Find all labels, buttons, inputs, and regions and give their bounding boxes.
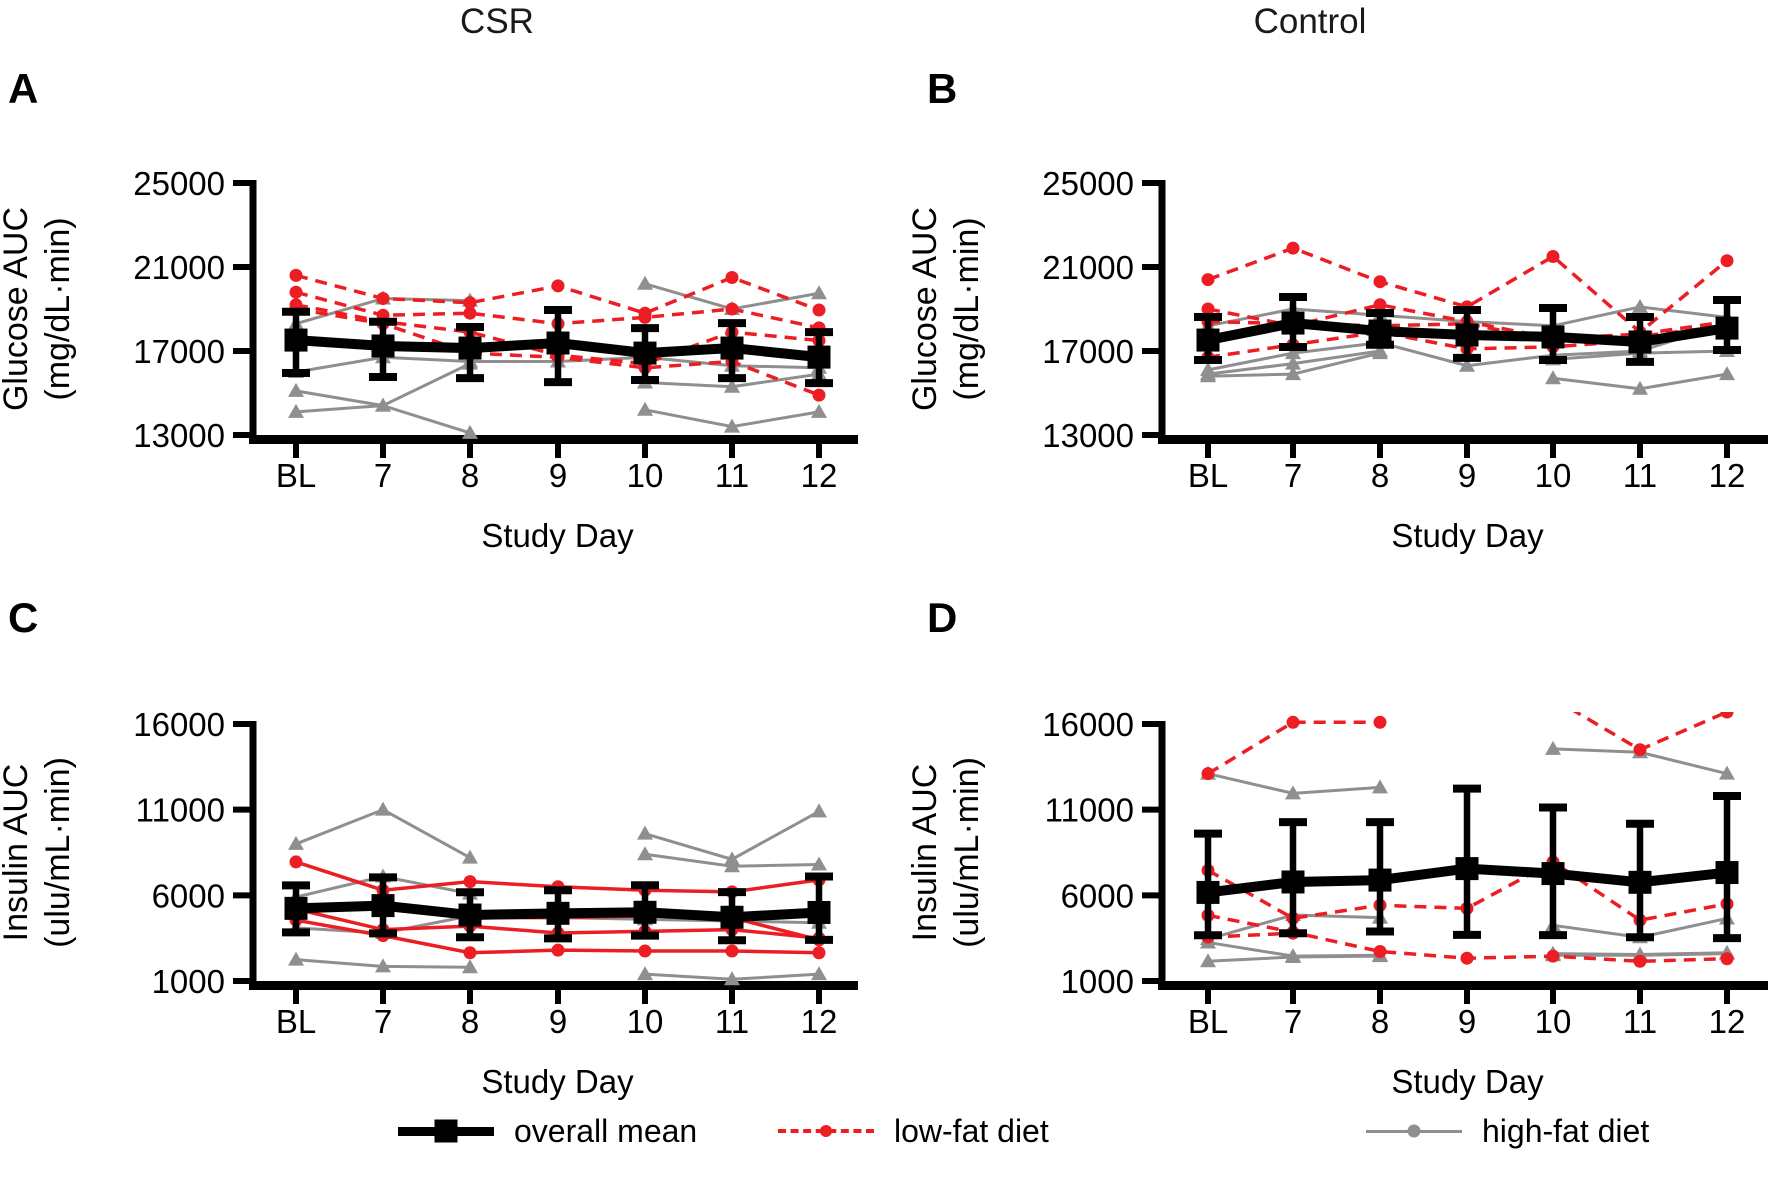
svg-text:6000: 6000 — [152, 877, 225, 914]
svg-text:16000: 16000 — [1042, 706, 1134, 743]
svg-text:(ulu/mL·min): (ulu/mL·min) — [39, 757, 77, 948]
svg-text:9: 9 — [1458, 1003, 1476, 1040]
svg-text:7: 7 — [1284, 1003, 1302, 1040]
svg-text:17000: 17000 — [133, 333, 225, 370]
svg-text:9: 9 — [549, 1003, 567, 1040]
overall-mean-swatch-icon — [398, 1108, 494, 1154]
svg-text:10: 10 — [1535, 457, 1572, 494]
svg-text:Study Day: Study Day — [1391, 517, 1544, 554]
panel-C: 1000 6000 11000 16000 BL 7 8 9 10 11 12 Study Day In… — [0, 594, 858, 1100]
svg-text:Study Day: Study Day — [481, 517, 634, 554]
overall-mean-series-C — [282, 872, 833, 945]
svg-text:11: 11 — [1623, 1003, 1657, 1040]
high-fat-diet-swatch-icon — [1366, 1108, 1462, 1154]
svg-text:(mg/dL·min): (mg/dL·min) — [39, 217, 77, 400]
svg-text:7: 7 — [374, 1003, 392, 1040]
svg-text:13000: 13000 — [1042, 417, 1134, 454]
svg-text:7: 7 — [1284, 457, 1302, 494]
overall-mean-series-B — [1194, 293, 1741, 366]
legend-label-low-fat-diet: low-fat diet — [894, 1112, 1049, 1149]
svg-text:8: 8 — [461, 1003, 479, 1040]
panel-B: 13000 17000 21000 25000 BL 7 8 9 10 11 12 Study Day… — [906, 65, 1768, 554]
axes-C: 1000 6000 11000 16000 BL 7 8 9 10 11 12 Study Day In… — [0, 706, 858, 1100]
svg-text:8: 8 — [461, 457, 479, 494]
svg-text:8: 8 — [1371, 1003, 1389, 1040]
low-fat-diet-swatch-icon — [778, 1108, 874, 1154]
svg-text:(ulu/mL·min): (ulu/mL·min) — [948, 757, 986, 948]
group-title-csr: CSR — [460, 2, 534, 41]
svg-text:7: 7 — [374, 457, 392, 494]
panel-D: 1000 6000 11000 16000 BL 7 8 9 10 11 12 Study Day In… — [906, 594, 1768, 1100]
svg-text:B: B — [927, 65, 957, 112]
legend-label-overall-mean: overall mean — [514, 1112, 698, 1149]
svg-text:1000: 1000 — [152, 963, 225, 1000]
legend-item-low-fat-diet: low-fat diet — [778, 1106, 1049, 1156]
svg-text:A: A — [8, 65, 38, 112]
svg-text:25000: 25000 — [133, 165, 225, 202]
svg-text:BL: BL — [1188, 1003, 1228, 1040]
svg-text:Study Day: Study Day — [481, 1063, 634, 1100]
svg-text:25000: 25000 — [1042, 165, 1134, 202]
group-title-control: Control — [1253, 2, 1367, 41]
svg-text:11: 11 — [715, 1003, 749, 1040]
svg-text:17000: 17000 — [1042, 333, 1134, 370]
axes-A: 13000 17000 21000 25000 BL 7 8 9 10 11 12 Study Day… — [0, 165, 858, 554]
svg-text:11000: 11000 — [1045, 792, 1134, 829]
overall-mean-series-D — [1194, 784, 1741, 943]
legend-item-overall-mean: overall mean — [398, 1106, 697, 1156]
legend-item-high-fat-diet: high-fat diet — [1366, 1106, 1649, 1156]
legend-label-high-fat-diet: high-fat diet — [1482, 1112, 1650, 1149]
svg-text:Glucose AUC: Glucose AUC — [906, 207, 944, 411]
svg-text:6000: 6000 — [1061, 877, 1134, 914]
svg-text:16000: 16000 — [133, 706, 225, 743]
svg-text:21000: 21000 — [133, 249, 225, 286]
svg-text:BL: BL — [276, 457, 316, 494]
axes-D: 1000 6000 11000 16000 BL 7 8 9 10 11 12 Study Day In… — [906, 706, 1768, 1100]
svg-text:12: 12 — [1709, 1003, 1746, 1040]
svg-text:9: 9 — [549, 457, 567, 494]
svg-text:10: 10 — [1535, 1003, 1572, 1040]
svg-text:12: 12 — [801, 457, 838, 494]
svg-text:C: C — [8, 594, 38, 641]
svg-text:11000: 11000 — [136, 792, 225, 829]
svg-text:11: 11 — [1623, 457, 1657, 494]
svg-text:13000: 13000 — [133, 417, 225, 454]
svg-text:Insulin AUC: Insulin AUC — [0, 764, 35, 942]
axes-B: 13000 17000 21000 25000 BL 7 8 9 10 11 12 Study Day… — [906, 165, 1768, 554]
svg-text:Study Day: Study Day — [1391, 1063, 1544, 1100]
svg-text:1000: 1000 — [1061, 963, 1134, 1000]
svg-text:12: 12 — [1709, 457, 1746, 494]
svg-text:10: 10 — [627, 1003, 664, 1040]
svg-text:(mg/dL·min): (mg/dL·min) — [948, 217, 986, 400]
svg-text:BL: BL — [1188, 457, 1228, 494]
svg-text:Insulin AUC: Insulin AUC — [906, 764, 944, 942]
svg-text:D: D — [927, 594, 957, 641]
svg-text:Glucose AUC: Glucose AUC — [0, 207, 35, 411]
svg-text:10: 10 — [627, 457, 664, 494]
overall-mean-series-A — [282, 306, 833, 388]
svg-text:12: 12 — [801, 1003, 838, 1040]
svg-text:8: 8 — [1371, 457, 1389, 494]
svg-text:BL: BL — [276, 1003, 316, 1040]
panel-A: 13000 17000 21000 25000 BL 7 8 9 10 11 12 Study Day… — [0, 65, 858, 554]
svg-text:9: 9 — [1458, 457, 1476, 494]
svg-text:11: 11 — [715, 457, 749, 494]
svg-text:21000: 21000 — [1042, 249, 1134, 286]
